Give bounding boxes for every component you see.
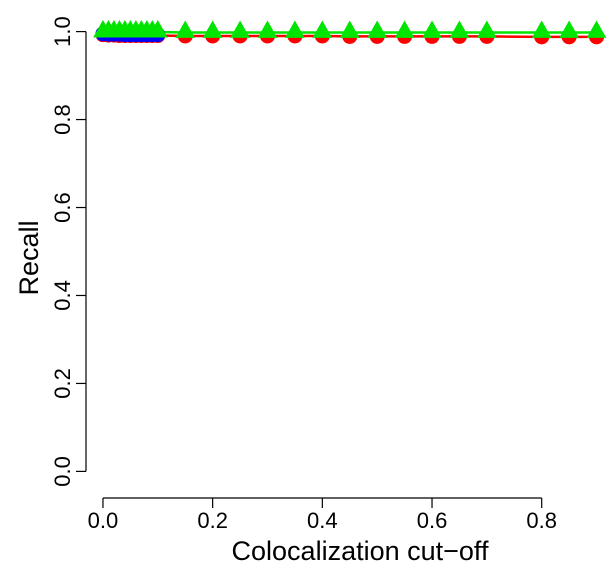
triangle-marker [422, 20, 442, 38]
x-axis-title: Colocalization cut−off [232, 536, 489, 566]
y-axis-title: Recall [14, 220, 44, 295]
triangle-marker [339, 20, 360, 38]
triangle-marker [449, 20, 470, 38]
y-tick-label: 0.0 [50, 456, 75, 487]
y-tick-label: 0.6 [50, 192, 75, 223]
triangle-marker [285, 20, 305, 38]
triangle-marker [147, 20, 168, 38]
y-tick-label: 0.8 [50, 104, 75, 135]
x-tick-label: 0.2 [197, 508, 228, 533]
triangle-marker [559, 20, 579, 38]
triangle-marker [367, 20, 388, 38]
y-tick-label: 0.2 [50, 368, 75, 399]
triangle-marker [531, 20, 552, 38]
triangle-marker [230, 20, 250, 38]
markers-layer [93, 20, 607, 45]
triangle-marker [394, 20, 415, 38]
y-tick-label: 1.0 [50, 16, 75, 47]
y-tick-label: 0.4 [50, 280, 75, 311]
triangle-marker [477, 20, 497, 38]
x-tick-label: 0.6 [417, 508, 448, 533]
triangle-marker [202, 20, 223, 38]
axes-layer: 0.0 0.2 0.4 0.6 0.8 0.0 0.2 0.4 0.6 0.8 1.0 [50, 16, 557, 533]
triangle-marker [586, 20, 607, 38]
x-tick-label: 0.0 [88, 508, 119, 533]
triangle-marker [312, 20, 333, 38]
x-tick-label: 0.8 [526, 508, 557, 533]
triangle-marker [257, 20, 278, 38]
x-tick-label: 0.4 [307, 508, 338, 533]
triangle-marker [175, 20, 196, 38]
